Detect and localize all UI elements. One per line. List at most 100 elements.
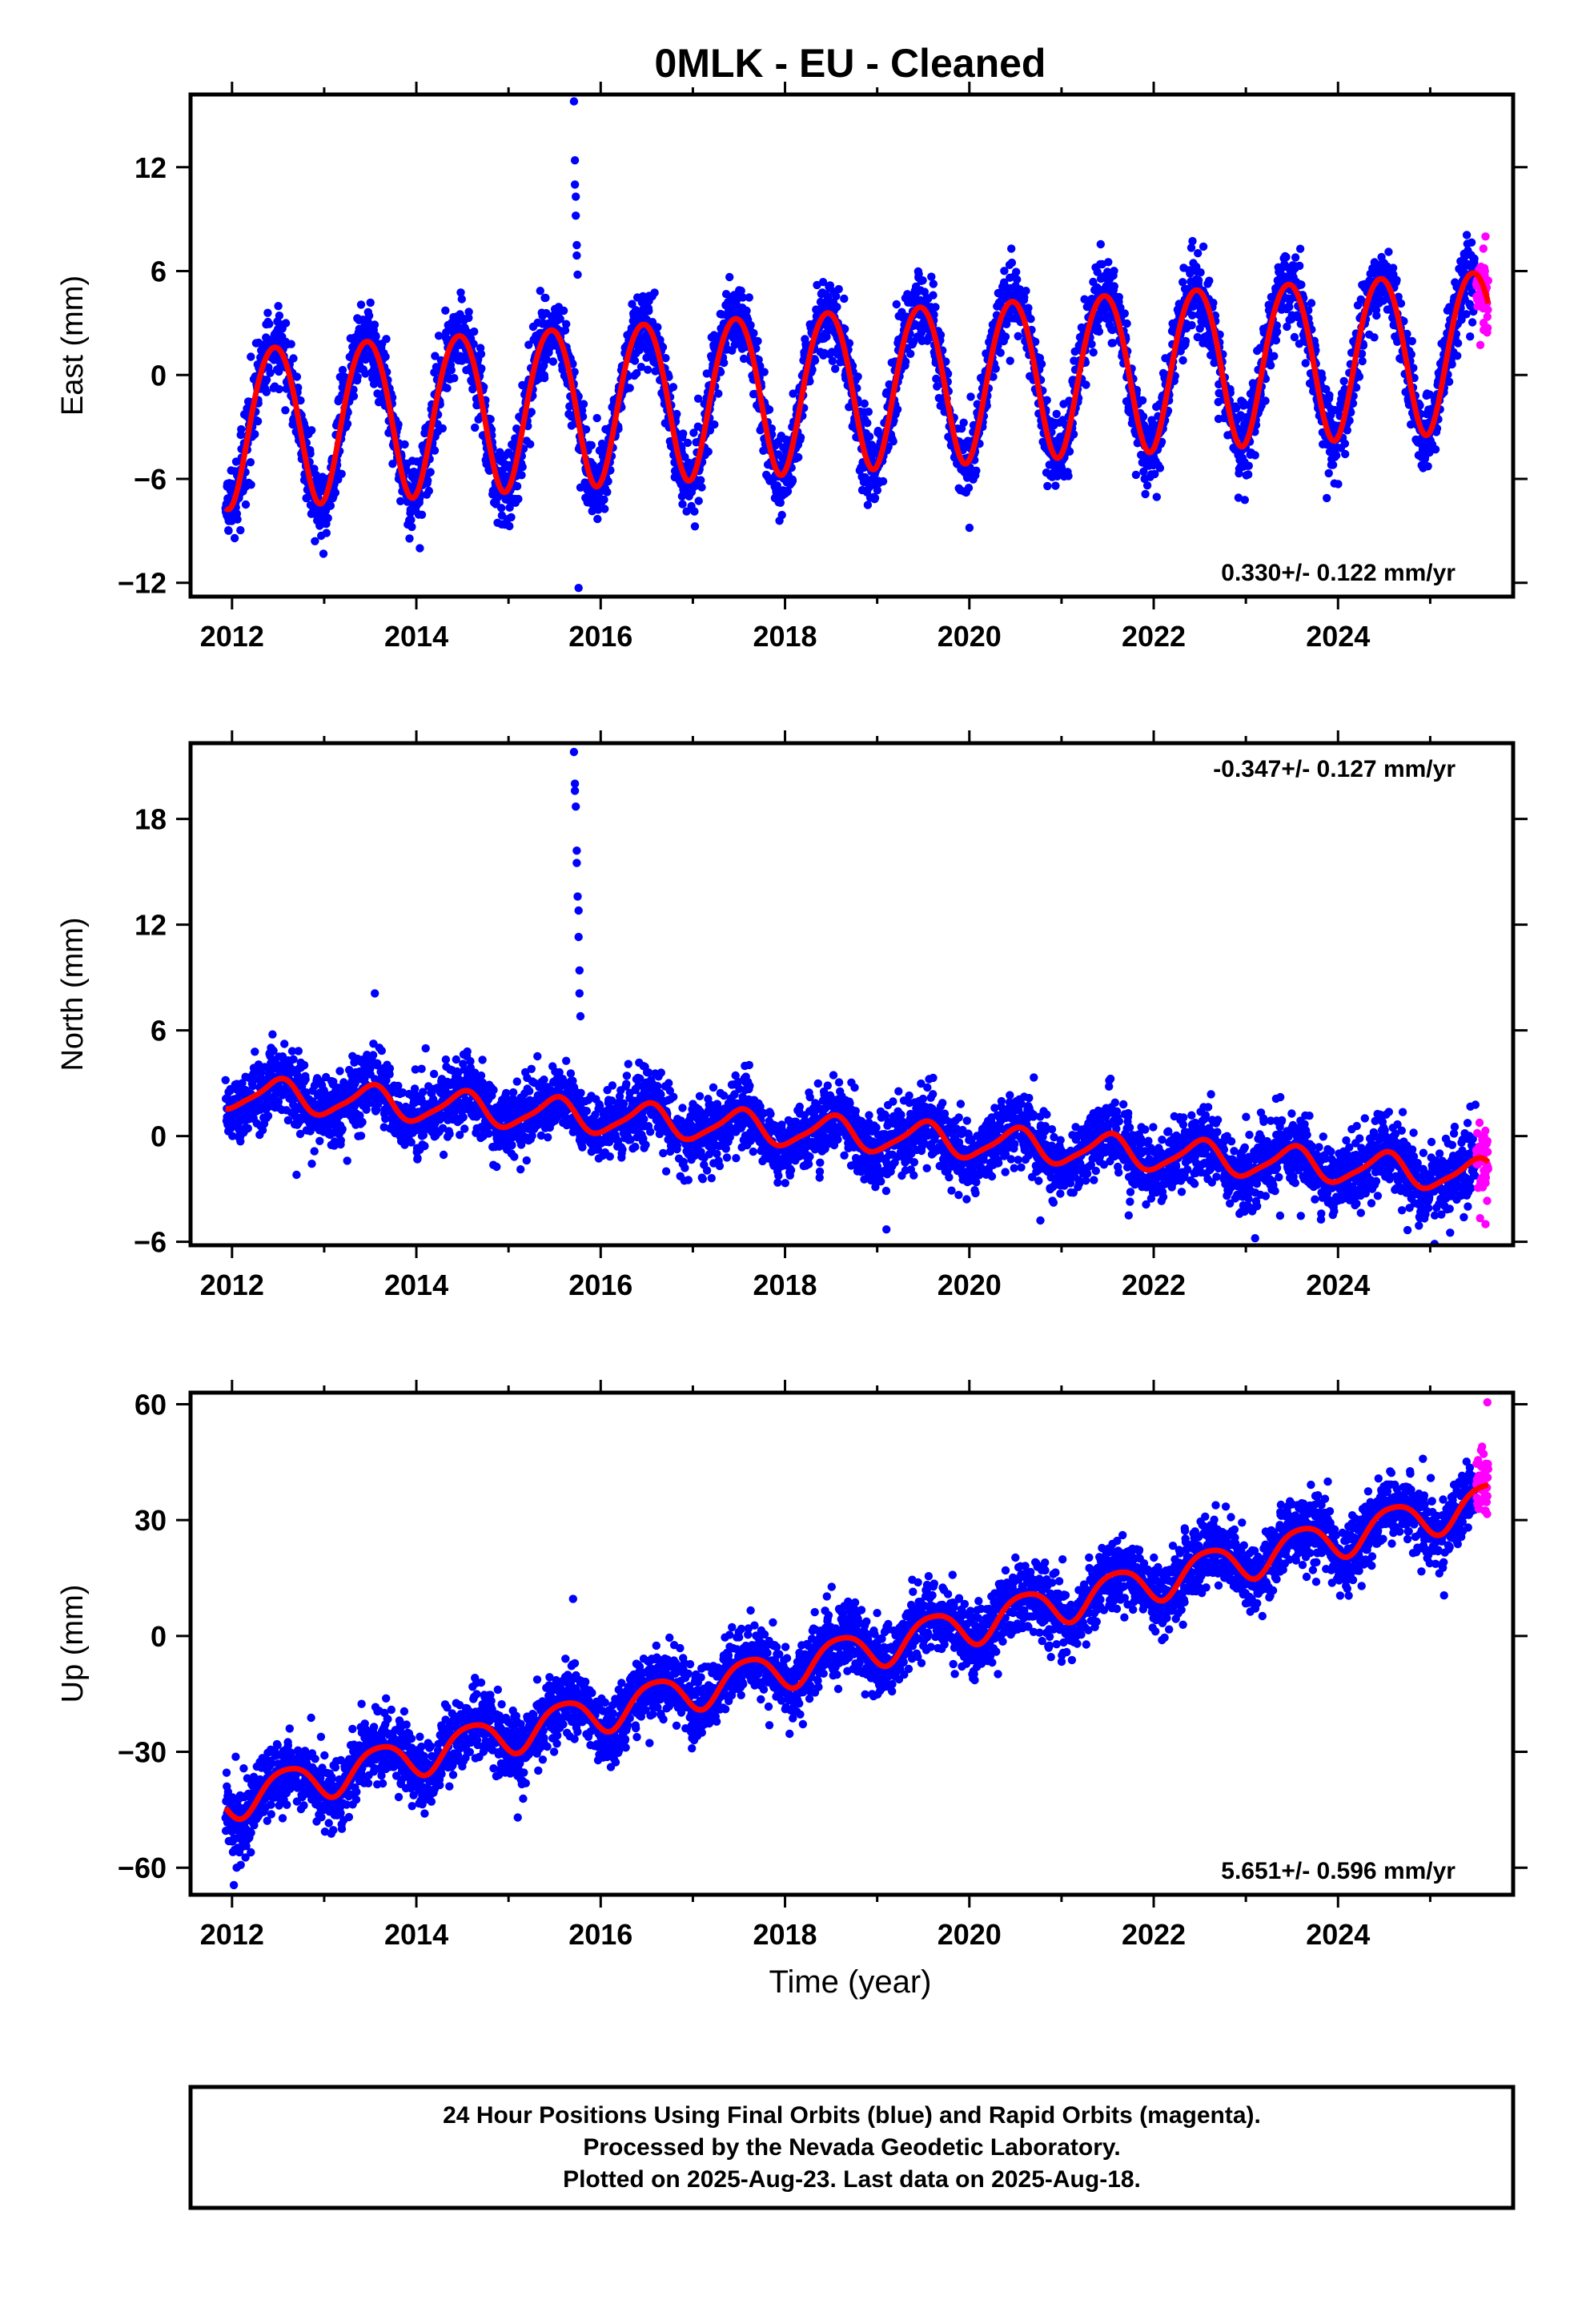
east-point-final — [1453, 352, 1462, 360]
east-point-final — [603, 488, 612, 497]
east-point-final — [828, 356, 837, 365]
east-point-final — [292, 372, 302, 381]
east-point-final — [1037, 360, 1046, 368]
east-point-final — [929, 279, 938, 288]
east-point-final — [1301, 359, 1310, 368]
east-point-final — [1304, 306, 1313, 315]
east-point-outlier — [1481, 232, 1490, 241]
east-point-final — [1339, 376, 1348, 386]
east-point-final — [471, 423, 480, 432]
east-point-final — [694, 497, 703, 505]
east-point-final — [349, 392, 359, 400]
east-point-final — [1131, 470, 1141, 480]
east-point-final — [892, 300, 901, 309]
east-point-final — [669, 383, 678, 392]
east-point-final — [287, 340, 295, 348]
east-point-final — [745, 293, 753, 302]
east-point-final — [834, 284, 843, 294]
east-point-final — [765, 405, 774, 414]
east-point-final — [322, 529, 331, 537]
east-point-final — [893, 405, 902, 414]
east-point-final — [1024, 304, 1033, 312]
east-ytick-label: −6 — [134, 463, 167, 496]
east-point-final — [1251, 451, 1259, 460]
east-point-final — [1285, 303, 1294, 312]
north-point-final — [251, 1047, 259, 1056]
east-point-final — [1069, 430, 1078, 439]
east-point-final — [690, 507, 699, 516]
east-point-final — [906, 349, 915, 358]
east-point-final — [966, 392, 975, 401]
east-point-final — [965, 523, 974, 533]
east-point-final — [644, 307, 653, 316]
east-point-final — [1089, 348, 1098, 357]
east-point-final — [464, 313, 473, 323]
east-point-final — [294, 383, 303, 392]
east-point-final — [1000, 267, 1009, 275]
east-point-final — [1267, 361, 1275, 370]
east-point-final — [1261, 396, 1270, 405]
east-point-final — [878, 476, 888, 486]
east-point-final — [788, 476, 797, 485]
east-point-rapid — [1480, 267, 1489, 275]
east-point-final — [964, 484, 974, 493]
east-point-final — [1026, 315, 1035, 324]
east-point-final — [457, 295, 466, 304]
east-point-final — [1138, 412, 1148, 421]
east-point-final — [972, 466, 981, 475]
north-point-final — [221, 1076, 230, 1085]
east-point-final — [628, 300, 636, 308]
east-point-final — [1116, 304, 1125, 312]
east-point-final — [517, 471, 526, 480]
north-point-final — [299, 1060, 309, 1070]
east-point-final — [1355, 372, 1364, 381]
east-point-final — [822, 332, 831, 341]
east-point-final — [737, 286, 745, 296]
east-point-final — [381, 352, 390, 361]
east-ylabel: East (mm) — [56, 275, 90, 416]
east-point-final — [1370, 333, 1379, 342]
east-point-final — [394, 420, 403, 429]
east-point-final — [901, 357, 910, 366]
east-point-final — [1120, 309, 1130, 318]
east-point-outlier — [596, 495, 605, 505]
east-point-final — [505, 503, 514, 512]
east-point-final — [1064, 472, 1073, 480]
east-point-final — [942, 357, 950, 366]
east-point-final — [1244, 470, 1253, 479]
east-point-final — [1392, 275, 1401, 284]
east-point-final — [833, 303, 841, 312]
east-point-final — [716, 368, 725, 376]
east-point-final — [697, 476, 705, 485]
east-point-final — [497, 504, 506, 513]
east-ytick-label: 0 — [151, 359, 167, 392]
east-point-final — [349, 385, 358, 394]
east-point-final — [326, 501, 335, 510]
east-point-final — [991, 364, 1000, 373]
east-point-final — [746, 320, 755, 330]
east-point-final — [1323, 493, 1331, 503]
east-point-final — [689, 428, 698, 437]
east-point-final — [247, 352, 255, 361]
east-point-final — [541, 293, 550, 303]
east-point-final — [373, 389, 382, 398]
east-point-final — [927, 272, 936, 281]
east-point-final — [281, 319, 291, 328]
east-point-final — [1295, 244, 1305, 253]
east-point-final — [274, 302, 283, 311]
east-point-final — [796, 433, 805, 442]
east-point-final — [1186, 243, 1196, 252]
east-point-final — [943, 369, 953, 378]
east-point-final — [767, 424, 776, 433]
east-point-final — [310, 464, 319, 473]
east-point-final — [526, 440, 535, 448]
east-point-final — [542, 355, 551, 364]
east-point-final — [632, 368, 641, 378]
east-point-final — [560, 326, 570, 335]
east-point-final — [1012, 267, 1021, 276]
east-point-final — [936, 331, 946, 340]
east-point-final — [275, 312, 284, 320]
east-point-final — [996, 348, 1005, 357]
east-xtick-label: 2014 — [384, 620, 448, 653]
